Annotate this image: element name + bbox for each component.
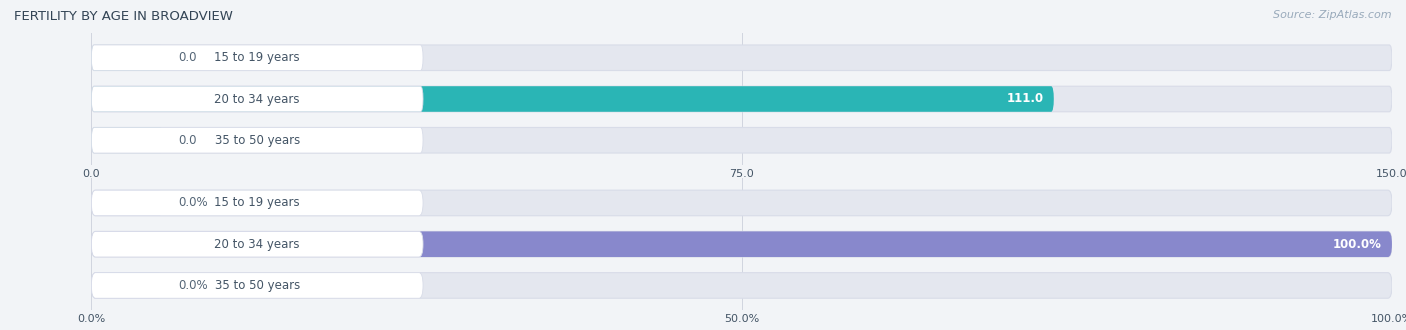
Text: 35 to 50 years: 35 to 50 years — [215, 279, 299, 292]
Text: Source: ZipAtlas.com: Source: ZipAtlas.com — [1274, 10, 1392, 20]
Text: 20 to 34 years: 20 to 34 years — [215, 238, 299, 251]
FancyBboxPatch shape — [91, 45, 423, 71]
FancyBboxPatch shape — [91, 86, 423, 112]
Text: 15 to 19 years: 15 to 19 years — [214, 196, 299, 210]
Text: 35 to 50 years: 35 to 50 years — [215, 134, 299, 147]
FancyBboxPatch shape — [91, 45, 163, 71]
Text: 100.0%: 100.0% — [1333, 238, 1382, 251]
Text: FERTILITY BY AGE IN BROADVIEW: FERTILITY BY AGE IN BROADVIEW — [14, 10, 233, 23]
FancyBboxPatch shape — [91, 127, 163, 153]
FancyBboxPatch shape — [91, 127, 1392, 153]
FancyBboxPatch shape — [91, 231, 423, 257]
Text: 0.0: 0.0 — [179, 134, 197, 147]
FancyBboxPatch shape — [91, 273, 163, 298]
FancyBboxPatch shape — [91, 86, 1055, 112]
FancyBboxPatch shape — [91, 231, 1392, 257]
FancyBboxPatch shape — [91, 273, 1392, 298]
FancyBboxPatch shape — [91, 231, 1392, 257]
FancyBboxPatch shape — [91, 86, 1392, 112]
Text: 0.0%: 0.0% — [179, 279, 208, 292]
Text: 15 to 19 years: 15 to 19 years — [214, 51, 299, 64]
Text: 20 to 34 years: 20 to 34 years — [215, 92, 299, 106]
Text: 0.0: 0.0 — [179, 51, 197, 64]
FancyBboxPatch shape — [91, 190, 1392, 216]
FancyBboxPatch shape — [91, 273, 423, 298]
Text: 111.0: 111.0 — [1007, 92, 1043, 106]
FancyBboxPatch shape — [91, 127, 423, 153]
Text: 0.0%: 0.0% — [179, 196, 208, 210]
FancyBboxPatch shape — [91, 190, 163, 216]
FancyBboxPatch shape — [91, 45, 1392, 71]
FancyBboxPatch shape — [91, 190, 423, 216]
